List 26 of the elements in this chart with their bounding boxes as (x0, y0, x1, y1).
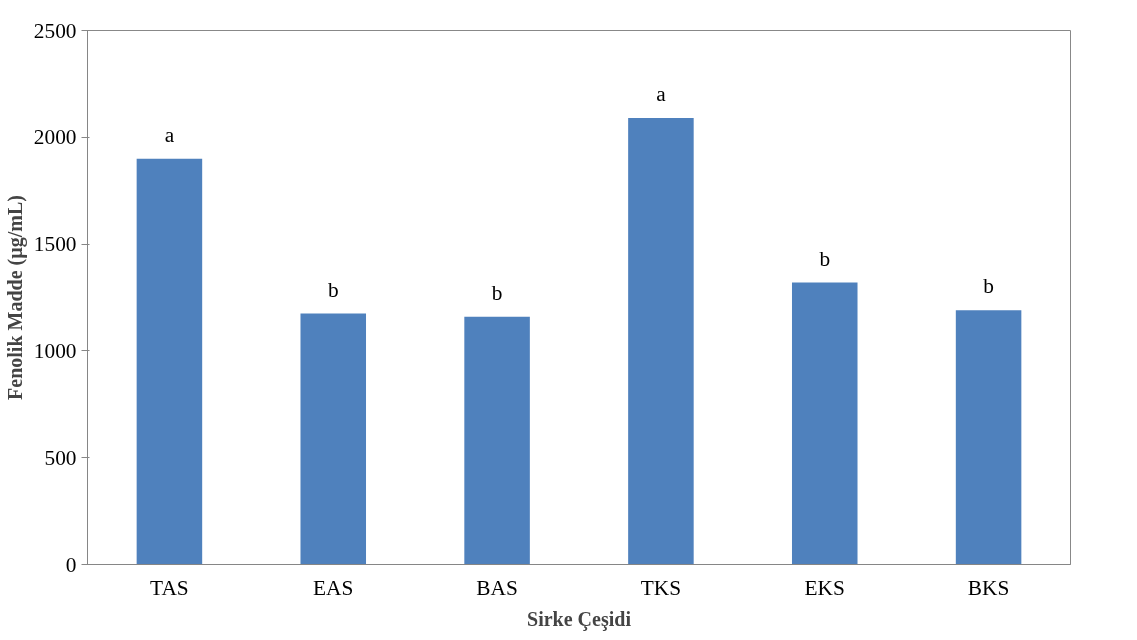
y-tick-label: 1000 (33, 338, 77, 363)
annotation: b (983, 274, 994, 299)
bar (464, 316, 530, 565)
y-tick-label: 0 (65, 552, 77, 577)
bar (955, 310, 1022, 565)
x-tick-label: TKS (640, 575, 682, 600)
y-tick-label: 2000 (33, 125, 77, 150)
bar (136, 158, 203, 565)
y-axis-title: Fenolik Madde (µg/mL) (3, 195, 27, 400)
bar (628, 118, 694, 565)
y-tick-label: 500 (44, 445, 77, 470)
annotation: b (491, 280, 503, 305)
x-tick-label: EKS (804, 575, 845, 600)
x-axis-title: Sirke Çeşidi (527, 607, 632, 631)
x-tick-label: BAS (476, 575, 518, 600)
annotation: a (164, 122, 175, 147)
x-tick-label: EAS (313, 575, 354, 600)
bar (300, 313, 367, 565)
annotation: a (656, 82, 667, 107)
annotation: b (327, 277, 339, 302)
x-tick-label: BKS (967, 575, 1010, 600)
annotation: b (819, 246, 831, 271)
x-tick-label: TAS (150, 575, 189, 600)
y-tick-label: 1500 (33, 232, 77, 257)
y-tick-label: 2500 (33, 18, 77, 43)
bar (791, 282, 858, 565)
